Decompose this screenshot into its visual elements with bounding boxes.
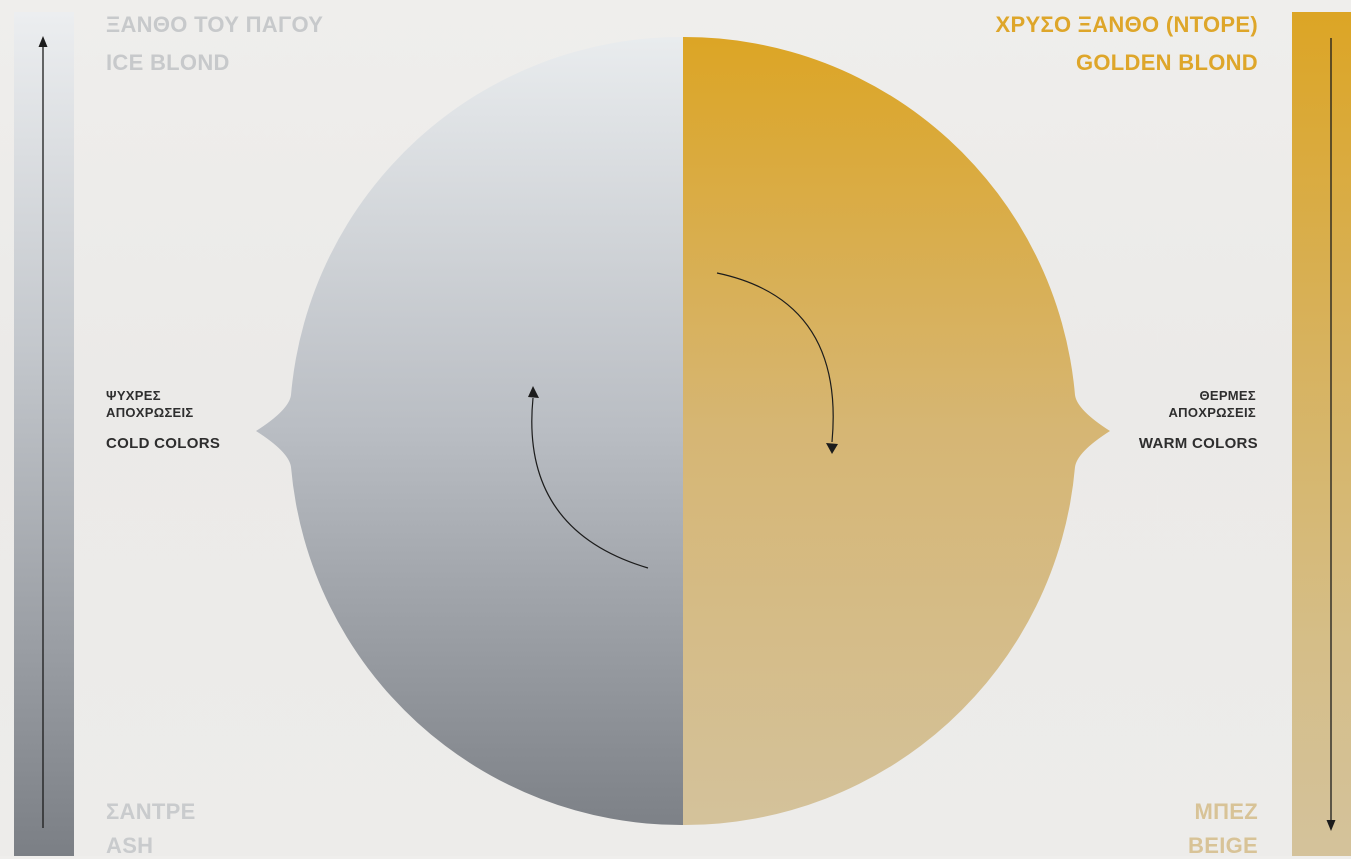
warm-half	[683, 36, 1110, 826]
up-arrow-icon	[38, 36, 48, 828]
cold-bottom-label-gr: ΣΑΝΤΡΕ	[106, 799, 196, 824]
warm-top-label-gr: ΧΡΥΣΟ ΞΑΝΘΟ (ΝΤΟΡΕ)	[995, 12, 1258, 37]
cold-side-label-gr-line2: ΑΠΟΧΡΩΣΕΙΣ	[106, 405, 194, 420]
cold-half	[256, 36, 683, 826]
warm-bottom-label-gr: ΜΠΕΖ	[1194, 799, 1258, 824]
cold-side-label-gr-line1: ΨΥΧΡΕΣ	[106, 388, 161, 403]
cold-gradient-bar	[14, 12, 74, 856]
warm-side-label-gr-line1: ΘΕΡΜΕΣ	[1199, 388, 1256, 403]
warm-gradient-bar	[1292, 12, 1351, 856]
warm-bottom-label-en: BEIGE	[1188, 833, 1258, 858]
cold-rotation-arrow-icon	[528, 386, 649, 569]
cold-side-label-en: COLD COLORS	[106, 435, 221, 452]
warm-top-label-en: GOLDEN BLOND	[1075, 50, 1258, 75]
cold-bottom-label-en: ASH	[106, 833, 154, 858]
cold-top-label-en: ICE BLOND	[106, 50, 230, 75]
down-arrow-icon	[1326, 38, 1336, 831]
warm-side-label-en: WARM COLORS	[1138, 435, 1258, 452]
warm-side-label-gr-line2: ΑΠΟΧΡΩΣΕΙΣ	[1168, 405, 1256, 420]
cold-top-label-gr: ΞΑΝΘΟ ΤΟΥ ΠΑΓΟΥ	[106, 12, 324, 37]
warm-rotation-arrow-icon	[716, 272, 838, 454]
